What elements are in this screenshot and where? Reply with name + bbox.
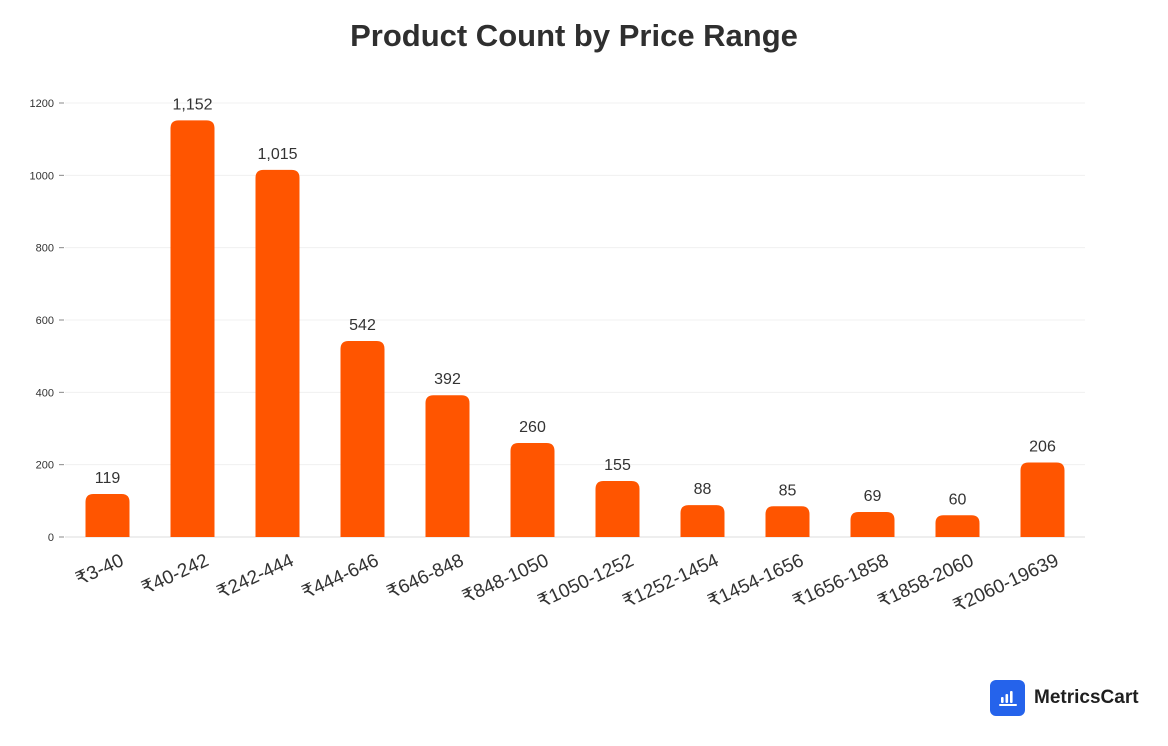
bar — [85, 493, 130, 537]
data-label: 542 — [349, 317, 376, 334]
data-label: 119 — [95, 470, 121, 487]
chart-logo-icon — [990, 680, 1025, 716]
x-tick-label: ₹444-646 — [299, 550, 382, 604]
chart-title: Product Count by Price Range — [350, 18, 798, 53]
data-label: 60 — [949, 491, 967, 508]
data-label: 1,152 — [172, 96, 212, 113]
y-tick-label: 200 — [36, 460, 54, 472]
data-label: 69 — [864, 488, 882, 505]
x-tick-label: ₹1454-1656 — [705, 550, 807, 613]
bar — [510, 442, 555, 537]
x-tick-label: ₹1050-1252 — [535, 550, 637, 613]
bar — [1020, 462, 1065, 537]
x-tick-label: ₹242-444 — [214, 550, 297, 604]
bars — [85, 120, 1065, 538]
bar — [850, 512, 895, 537]
x-tick-label: ₹646-848 — [384, 550, 467, 604]
data-labels: 119 1,152 1,015 542 392 260 155 88 85 69 60 206 — [95, 96, 1056, 508]
brand-name: MetricsCart — [1034, 687, 1139, 708]
bar — [935, 515, 980, 537]
data-label: 260 — [519, 419, 546, 436]
y-tick-label: 600 — [36, 315, 54, 327]
y-tick-label: 1000 — [30, 170, 54, 182]
bar — [340, 340, 385, 537]
bar — [765, 506, 810, 537]
data-label: 155 — [604, 457, 631, 474]
bar — [170, 120, 215, 538]
y-tick-label: 1200 — [30, 98, 54, 110]
y-tick-label: 800 — [36, 243, 54, 255]
data-label: 1,015 — [257, 146, 297, 163]
x-axis-ticks: ₹3-40 ₹40-242 ₹242-444 ₹444-646 ₹646-848₹848… — [73, 550, 1062, 617]
x-tick-label: ₹40-242 — [139, 550, 212, 599]
brand-logo: MetricsCart — [990, 680, 1139, 716]
x-tick-label: ₹1252-1454 — [620, 550, 723, 613]
grid-lines — [65, 102, 1085, 538]
data-label: 206 — [1029, 438, 1056, 455]
bar — [255, 169, 300, 538]
y-tick-label: 400 — [36, 387, 54, 399]
x-tick-label: ₹3-40 — [73, 550, 127, 590]
data-label: 392 — [434, 371, 461, 388]
data-label: 85 — [779, 482, 797, 499]
y-axis-ticks: 0 200 400 600 800 1000 1200 — [30, 98, 64, 544]
y-tick-label: 0 — [48, 532, 54, 544]
x-tick-label: ₹1656-1858 — [790, 550, 892, 613]
bar — [680, 505, 725, 537]
bar — [425, 395, 470, 537]
bar — [595, 480, 640, 537]
data-label: 88 — [694, 481, 712, 498]
